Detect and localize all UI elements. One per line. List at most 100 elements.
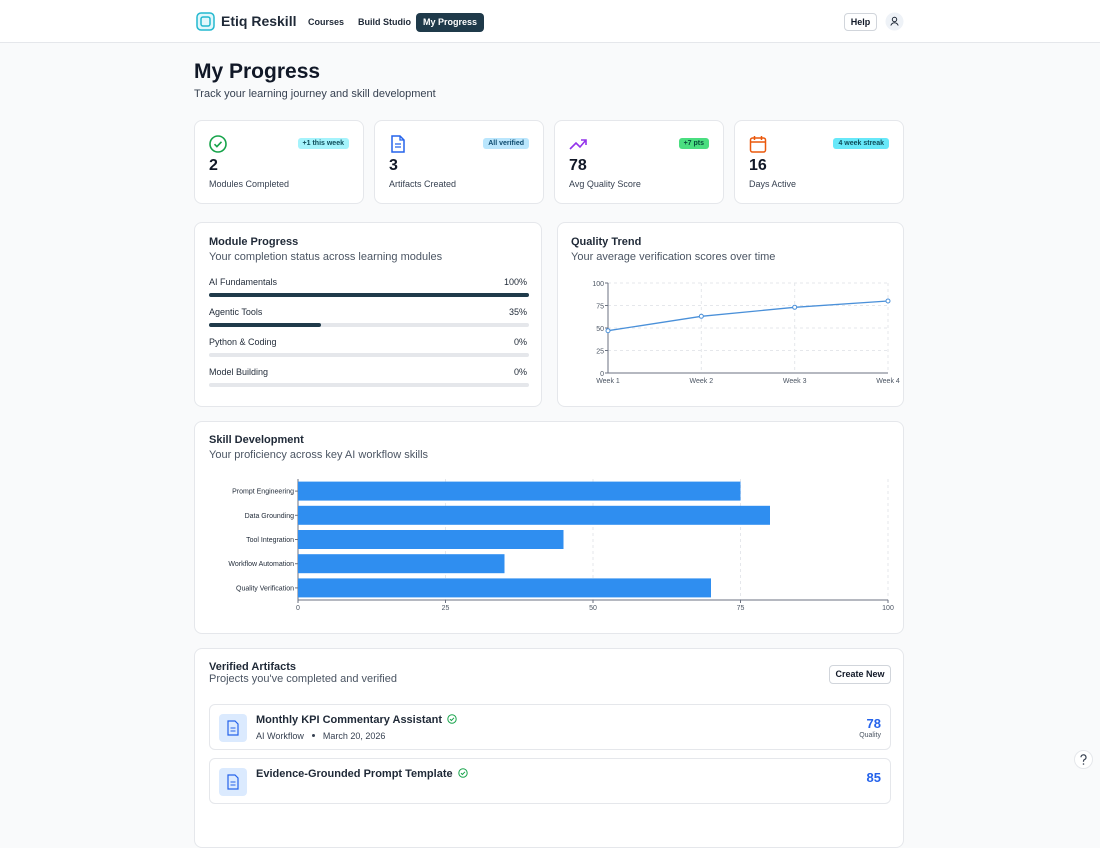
verified-icon — [457, 768, 468, 778]
module-progress-card: Module Progress Your completion status a… — [194, 222, 542, 407]
card-subtitle: Projects you've completed and verified — [209, 673, 397, 685]
x-tick-label: 50 — [589, 605, 597, 612]
bar — [298, 530, 564, 549]
stat-icon — [749, 136, 767, 153]
x-tick-label: 25 — [442, 605, 450, 612]
y-tick-label: Tool Integration — [246, 537, 294, 544]
card-title: Verified Artifacts — [209, 661, 297, 673]
help-fab[interactable] — [1074, 750, 1093, 769]
quality-trend-card: Quality Trend Your average verification … — [557, 222, 904, 407]
bar-chart: 0 25 50 75 100 Prompt Engineering Data Groundi… — [228, 479, 894, 612]
stat-label: Artifacts Created — [389, 179, 457, 189]
user-avatar[interactable] — [885, 12, 904, 31]
artifact-score: 85 — [866, 770, 881, 785]
doc-icon — [227, 720, 239, 736]
x-tick-label: Week 2 — [690, 378, 714, 385]
stat-badge: All verified — [483, 138, 529, 149]
stat-card: +7 pts 78 Avg Quality Score — [554, 120, 724, 204]
meta-separator — [311, 734, 315, 737]
stat-card: All verified 3 Artifacts Created — [374, 120, 544, 204]
bar — [298, 481, 741, 501]
x-tick-label: Week 4 — [876, 378, 900, 385]
module-name: Model Building — [209, 367, 269, 377]
trend-point — [885, 298, 891, 304]
progress-track — [209, 383, 529, 387]
stat-card: 4 week streak 16 Days Active — [734, 120, 904, 204]
stat-badge: +7 pts — [678, 138, 709, 149]
trend-point — [698, 313, 704, 319]
stat-value: 2 — [209, 157, 218, 174]
bar — [298, 505, 770, 525]
artifact-score: 78 — [866, 716, 881, 731]
card-title: Skill Development — [209, 434, 304, 446]
stat-card: +1 this week 2 Modules Completed — [194, 120, 364, 204]
brand[interactable]: Etiq Reskill — [221, 13, 297, 29]
trend-point — [792, 304, 798, 310]
progress-track — [209, 323, 529, 327]
module-name: Agentic Tools — [209, 307, 263, 317]
y-tick-label: Workflow Automation — [228, 561, 294, 568]
stat-value: 78 — [569, 157, 587, 174]
page-title: My Progress — [194, 60, 321, 83]
stat-label: Days Active — [749, 179, 797, 189]
artifact-date: March 20, 2026 — [322, 731, 386, 741]
trend-point — [605, 328, 611, 334]
verified-icon — [447, 714, 457, 724]
artifact-row[interactable]: Evidence-Grounded Prompt Template 85 — [209, 758, 891, 804]
card-subtitle: Your average verification scores over ti… — [571, 251, 776, 263]
card-subtitle: Your completion status across learning m… — [209, 251, 443, 263]
y-tick-label: 0 — [600, 371, 604, 378]
top-nav: Etiq Reskill Courses Build Studio My Progr… — [0, 0, 1100, 43]
line-chart: 0 25 50 75 100 Week 1 Week 2 Week 3 Week 4 — [592, 281, 900, 385]
x-tick-label: Week 3 — [783, 378, 807, 385]
x-tick-label: 0 — [296, 605, 300, 612]
nav-link[interactable]: My Progress — [416, 13, 485, 32]
artifact-icon — [219, 714, 247, 742]
x-tick-label: Week 1 — [596, 378, 620, 385]
module-name: Python & Coding — [209, 337, 277, 347]
artifact-meta: AI Workflow March 20, 2026 — [256, 731, 385, 741]
card-title: Quality Trend — [571, 236, 642, 248]
y-tick-label: Data Grounding — [245, 513, 295, 520]
module-name: AI Fundamentals — [209, 277, 278, 287]
doc-icon — [227, 774, 239, 790]
y-tick-label: Prompt Engineering — [232, 489, 294, 496]
y-tick-label: 75 — [596, 304, 604, 311]
progress-fill — [209, 293, 529, 297]
card-subtitle: Your proficiency across key AI workflow … — [209, 449, 429, 461]
skill-development-card: Skill Development Your proficiency acros… — [194, 421, 904, 634]
module-percent: 100% — [503, 277, 527, 287]
stat-value: 3 — [389, 157, 398, 174]
create-new-button[interactable]: Create New — [829, 665, 891, 684]
stat-badge: 4 week streak — [833, 138, 889, 149]
bar — [298, 554, 505, 574]
progress-fill — [209, 323, 321, 327]
artifact-score-label: Quality — [859, 732, 881, 739]
trend-line — [607, 300, 889, 332]
stat-badge: +1 this week — [297, 138, 349, 149]
x-tick-label: 75 — [737, 605, 745, 612]
help-button[interactable]: Help — [844, 13, 877, 31]
module-percent: 0% — [513, 337, 527, 347]
y-tick-label: 50 — [596, 326, 604, 333]
nav-link[interactable]: Courses — [308, 17, 345, 27]
progress-track — [209, 353, 529, 357]
page-subtitle: Track your learning journey and skill de… — [194, 88, 436, 100]
stat-label: Avg Quality Score — [569, 179, 641, 189]
artifact-category: AI Workflow — [256, 731, 304, 741]
y-tick-label: Quality Verification — [236, 585, 294, 592]
module-percent: 0% — [513, 367, 527, 377]
y-tick-label: 100 — [592, 281, 604, 288]
stat-icon — [209, 135, 227, 153]
module-percent: 35% — [508, 307, 527, 317]
artifact-title: Evidence-Grounded Prompt Template — [256, 768, 468, 780]
nav-link[interactable]: Build Studio — [358, 17, 411, 27]
artifact-title: Monthly KPI Commentary Assistant — [256, 714, 457, 726]
stat-icon — [391, 135, 405, 153]
y-tick-label: 25 — [596, 349, 604, 356]
x-tick-label: 100 — [882, 605, 894, 612]
artifact-row[interactable]: Monthly KPI Commentary Assistant AI Workf… — [209, 704, 891, 750]
card-title: Module Progress — [209, 236, 299, 248]
stat-value: 16 — [749, 157, 767, 174]
